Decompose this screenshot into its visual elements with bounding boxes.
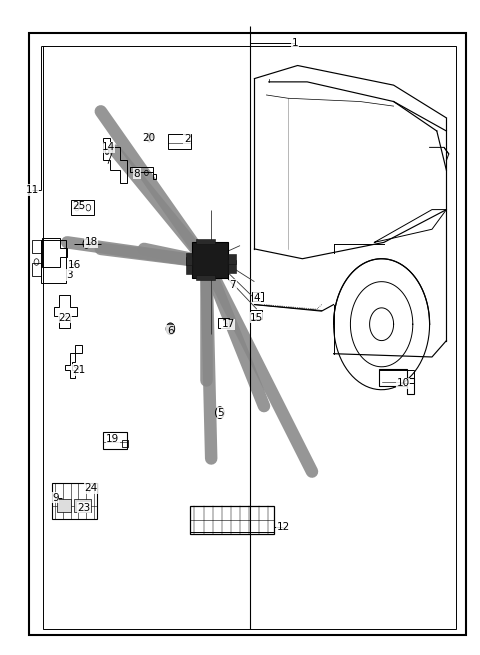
Text: 3: 3 [66,270,73,280]
Text: 16: 16 [68,260,81,271]
Bar [32,240,41,253]
Text: 4: 4 [253,293,260,303]
Text: 9: 9 [52,493,59,503]
Text: 19: 19 [106,434,120,444]
Text: 20: 20 [142,132,156,143]
Bar [192,242,228,278]
Text: 24: 24 [84,483,98,493]
Bar [32,263,41,276]
Text: 21: 21 [72,365,86,375]
Bar [122,440,128,447]
Text: 5: 5 [217,407,224,418]
Bar [103,432,127,449]
Bar [41,240,66,283]
Bar [186,253,192,265]
Circle shape [166,323,175,335]
Text: 11: 11 [25,185,39,195]
Circle shape [146,133,153,142]
Text: 6: 6 [167,326,174,336]
Text: 8: 8 [133,168,140,179]
Bar [43,46,456,629]
Text: 18: 18 [84,237,98,248]
Text: 15: 15 [250,312,264,323]
Text: 17: 17 [221,319,235,329]
Bar [74,499,91,512]
Text: 25: 25 [72,201,86,212]
Text: 10: 10 [396,378,410,388]
Text: 7: 7 [229,280,236,290]
Text: 2: 2 [184,134,191,144]
Bar [168,134,191,149]
Bar [218,318,229,328]
Text: 12: 12 [276,522,290,533]
Bar [57,499,71,512]
Text: 23: 23 [77,502,91,513]
Bar [250,310,262,319]
Bar [252,292,263,301]
Bar [71,200,94,215]
Bar [228,260,236,273]
Text: 14: 14 [101,142,115,153]
Text: 22: 22 [58,312,72,323]
Bar [196,239,215,244]
Bar [52,483,97,519]
Bar [196,275,215,280]
Bar [190,506,274,534]
Bar [186,257,192,274]
Text: 1: 1 [292,37,299,48]
Bar [228,254,236,264]
